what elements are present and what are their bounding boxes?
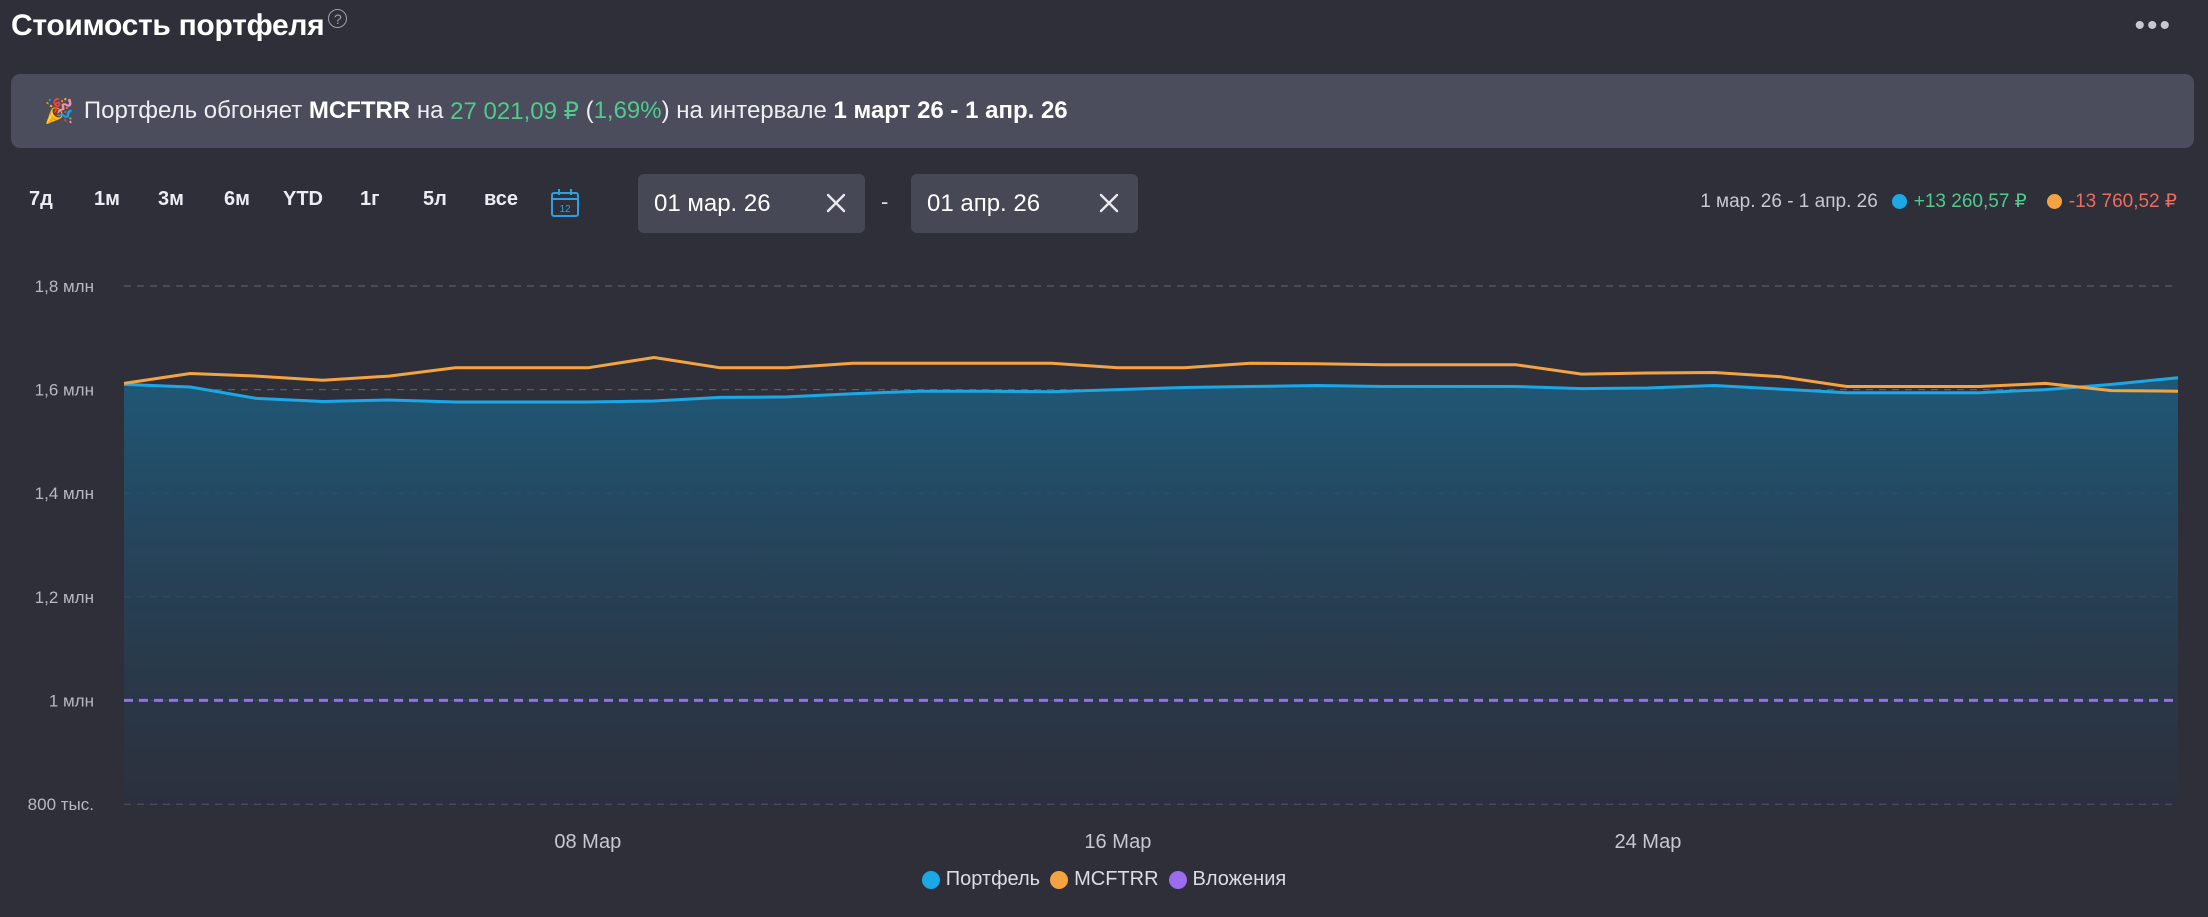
x-tick-label: 08 Мар (554, 831, 621, 853)
period-button-1m[interactable]: 1м (94, 188, 120, 210)
legend-investments-dot-icon (1168, 870, 1187, 889)
banner-outperformance-value: 27 021,09 ₽ (450, 97, 579, 125)
y-tick-label: 1,2 млн (35, 588, 94, 607)
header: Стоимость портфеля ? (11, 6, 348, 52)
benchmark-dot-icon (2046, 194, 2062, 209)
party-popper-icon: 🎉 (44, 97, 74, 125)
banner-paren-close: ) (661, 97, 670, 124)
legend-portfolio-dot-icon (921, 870, 940, 889)
clear-date-from-icon[interactable] (825, 192, 847, 221)
banner-interval: 1 март 26 - 1 апр. 26 (833, 97, 1068, 124)
banner-outperformance-pct: 1,69% (593, 97, 662, 124)
period-button-3m[interactable]: 3м (158, 188, 184, 210)
x-tick-label: 24 Мар (1614, 831, 1681, 853)
x-tick-label: 16 Мар (1084, 831, 1151, 853)
banner-text-prefix: Портфель обгоняет (83, 97, 303, 124)
help-icon[interactable]: ? (328, 9, 348, 28)
portfolio-value-chart[interactable]: 1,8 млн 1,6 млн 1,4 млн 1,2 млн 1 млн 800 тыс… (0, 250, 2208, 860)
clear-date-to-icon[interactable] (1098, 192, 1120, 221)
svg-text:12: 12 (559, 204, 571, 215)
date-to-value: 01 апр. 26 (927, 189, 1041, 217)
legend-label-benchmark: MCFTRR (1074, 868, 1159, 890)
date-range-separator: - (881, 189, 889, 214)
outperformance-banner: 🎉 Портфель обгоняет MCFTRR на 27 021,09 … (11, 74, 2194, 148)
date-from-field[interactable]: 01 мар. 26 (638, 174, 865, 233)
chart-legend: Портфель MCFTRR Вложения (0, 868, 2208, 891)
legend-item-portfolio[interactable]: Портфель (921, 868, 1041, 891)
y-tick-label: 800 тыс. (28, 795, 94, 814)
period-button-all[interactable]: все (484, 188, 519, 210)
legend-item-benchmark[interactable]: MCFTRR (1050, 868, 1159, 891)
banner-text-interval: на интервале (676, 97, 827, 124)
page-title: Стоимость портфеля (11, 9, 325, 42)
legend-label-investments: Вложения (1192, 868, 1287, 890)
summary-portfolio-change: +13 260,57 ₽ (1913, 191, 2027, 212)
series-line-0 (123, 376, 2179, 404)
y-tick-label: 1,8 млн (35, 277, 94, 296)
banner-benchmark: MCFTRR (308, 97, 411, 124)
period-button-7d[interactable]: 7д (29, 188, 53, 210)
portfolio-dot-icon (1891, 194, 1907, 209)
legend-label-portfolio: Портфель (945, 868, 1041, 890)
period-button-ytd[interactable]: YTD (283, 188, 323, 210)
period-button-5y[interactable]: 5л (423, 188, 447, 210)
period-button-1y[interactable]: 1г (360, 188, 380, 210)
banner-text-on: на (416, 97, 444, 124)
y-tick-label: 1,4 млн (35, 484, 94, 503)
period-button-6m[interactable]: 6м (224, 188, 250, 210)
summary-benchmark-change: -13 760,52 ₽ (2068, 191, 2177, 212)
date-from-value: 01 мар. 26 (654, 189, 771, 217)
calendar-icon[interactable]: 12 (550, 188, 580, 223)
legend-benchmark-dot-icon (1050, 870, 1069, 889)
legend-item-investments[interactable]: Вложения (1168, 868, 1287, 891)
y-tick-label: 1 млн (49, 691, 94, 710)
series-area-0 (124, 377, 2178, 804)
banner-paren-open: ( (585, 97, 594, 124)
more-options-icon[interactable]: ••• (2134, 9, 2172, 42)
summary-range: 1 мар. 26 - 1 апр. 26 (1700, 190, 1878, 212)
series-line-1 (123, 356, 2179, 393)
y-tick-label: 1,6 млн (35, 381, 94, 400)
period-summary: 1 мар. 26 - 1 апр. 26 +13 260,57 ₽ -13 7… (1700, 190, 2177, 213)
date-to-field[interactable]: 01 апр. 26 (911, 174, 1138, 233)
